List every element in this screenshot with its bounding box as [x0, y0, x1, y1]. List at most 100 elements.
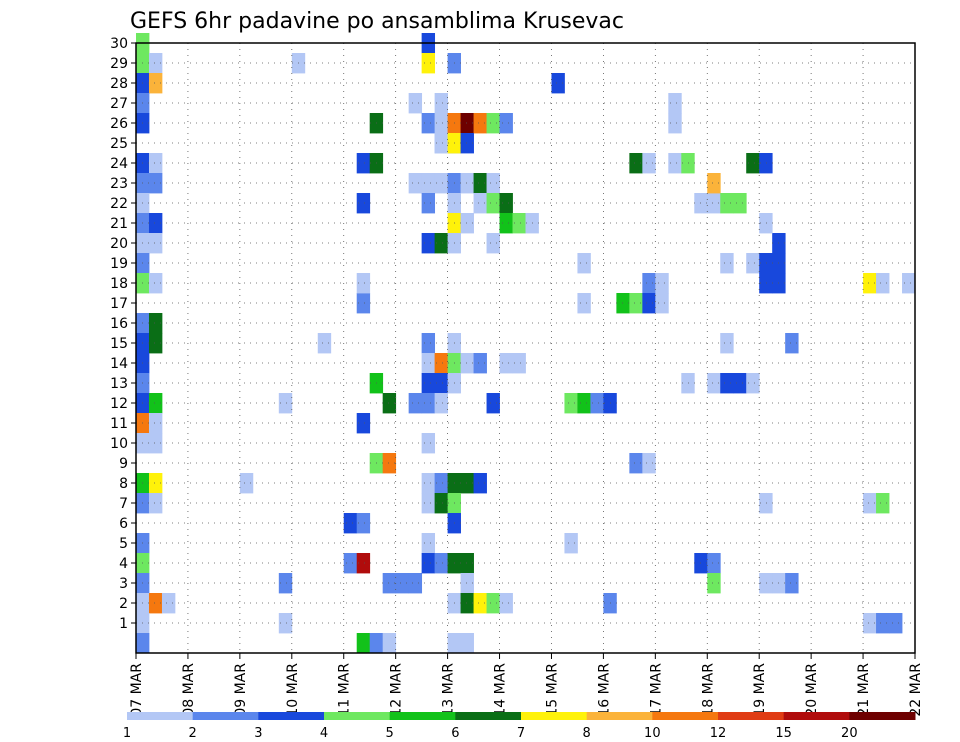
data-cell: [642, 453, 656, 474]
color-legend: 1 2 3 4 5 6 7 8 10 12 15 20: [123, 712, 916, 741]
x-tick-label: 07 MAR: [129, 663, 145, 717]
data-cell: [148, 333, 163, 354]
data-cell: [512, 213, 526, 234]
data-cell: [317, 333, 332, 354]
data-cell: [434, 373, 448, 394]
data-cell: [421, 193, 436, 214]
data-cell: [863, 273, 877, 294]
legend-swatch: [324, 712, 391, 720]
data-cell: [421, 53, 436, 74]
data-cell: [278, 613, 293, 634]
x-tick-label: 17 MAR: [648, 663, 664, 717]
data-cell: [902, 273, 916, 294]
data-cell: [382, 453, 397, 474]
data-cell: [720, 373, 734, 394]
x-tick-label: 08 MAR: [181, 663, 197, 717]
data-cell: [759, 493, 773, 514]
legend-swatch: [127, 712, 194, 720]
data-cell: [161, 593, 176, 614]
data-cell: [421, 333, 436, 354]
chart-title: GEFS 6hr padavine po ansamblima Krusevac: [130, 9, 624, 34]
data-cell: [473, 593, 487, 614]
data-cell: [460, 133, 474, 154]
data-cell: [499, 353, 513, 374]
data-cell: [421, 553, 436, 574]
data-cell: [486, 593, 500, 614]
data-cell: [148, 73, 163, 94]
data-cell: [343, 553, 358, 574]
y-tick-label: 2: [119, 596, 128, 612]
legend-label: 4: [320, 726, 328, 741]
legend-label: 5: [386, 726, 394, 741]
data-cell: [499, 213, 513, 234]
data-cell: [356, 153, 371, 174]
data-cell: [148, 313, 163, 334]
y-tick-label: 11: [110, 416, 128, 432]
y-tick-label: 28: [110, 76, 128, 92]
legend-swatch: [455, 712, 522, 720]
data-cell: [486, 233, 500, 254]
data-cell: [434, 353, 448, 374]
x-tick-label: 10 MAR: [285, 663, 301, 717]
data-cell: [499, 113, 513, 134]
y-tick-label: 15: [110, 336, 128, 352]
legend-swatch: [192, 712, 259, 720]
data-cell: [889, 613, 903, 634]
data-cell: [616, 293, 630, 314]
data-cell: [356, 513, 371, 534]
data-cell: [486, 173, 500, 194]
data-cell: [434, 133, 448, 154]
y-tick-label: 23: [110, 176, 128, 192]
x-tick-label: 14 MAR: [493, 663, 509, 717]
data-cell: [421, 173, 436, 194]
legend-label: 6: [451, 726, 459, 741]
data-cell: [148, 153, 163, 174]
data-cell: [746, 153, 760, 174]
data-cell: [473, 173, 487, 194]
data-cell: [486, 193, 500, 214]
data-cell: [707, 173, 721, 194]
data-cell: [421, 393, 436, 414]
legend-label: 1: [123, 726, 131, 741]
data-cell: [863, 493, 877, 514]
y-tick-label: 22: [110, 196, 128, 212]
data-cell: [642, 273, 656, 294]
legend-swatch: [652, 712, 719, 720]
data-cell: [434, 93, 448, 114]
data-cell: [720, 193, 734, 214]
data-cell: [356, 273, 371, 294]
data-cell: [421, 233, 436, 254]
data-cell: [460, 573, 474, 594]
y-tick-label: 17: [110, 296, 128, 312]
legend-label: 10: [644, 726, 661, 741]
data-cell: [356, 633, 371, 654]
data-cell: [460, 633, 474, 654]
data-cell: [148, 493, 163, 514]
data-cell: [382, 573, 397, 594]
data-cell: [434, 233, 448, 254]
data-cell: [629, 453, 643, 474]
data-cell: [876, 613, 890, 634]
y-axis: 1234567891011121314151617181920212223242…: [110, 36, 136, 632]
data-cell: [460, 593, 474, 614]
data-cell: [577, 393, 591, 414]
y-tick-label: 6: [119, 516, 128, 532]
data-cell: [642, 153, 656, 174]
y-tick-label: 12: [110, 396, 128, 412]
data-cell: [642, 293, 656, 314]
data-cell: [148, 473, 163, 494]
x-tick-label: 12 MAR: [389, 663, 405, 717]
x-tick-label: 21 MAR: [856, 663, 872, 717]
y-tick-label: 5: [119, 536, 128, 552]
data-cell: [421, 113, 436, 134]
y-tick-label: 7: [119, 496, 128, 512]
data-cell: [421, 373, 436, 394]
legend-label: 15: [775, 726, 792, 741]
data-cell: [707, 573, 721, 594]
data-cell: [408, 173, 423, 194]
x-tick-label: 22 MAR: [908, 663, 924, 717]
data-cell: [148, 273, 163, 294]
data-cell: [759, 213, 773, 234]
data-cell: [759, 253, 773, 274]
